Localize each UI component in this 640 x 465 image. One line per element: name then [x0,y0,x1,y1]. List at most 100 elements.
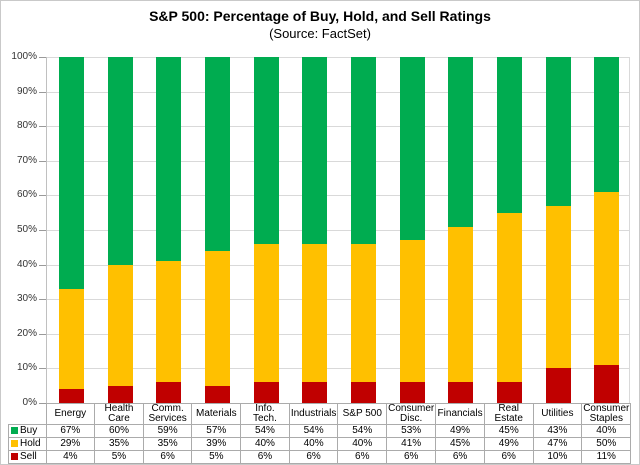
rating-value-cell: 29% [45,437,96,451]
category-header: S&P 500 [337,403,388,425]
bar-segment-buy [156,57,182,262]
y-axis-label: 50% [16,224,37,235]
bar-segment-sell [350,382,376,403]
rating-value-cell: 40% [337,437,388,451]
bar-segment-sell [107,385,133,403]
rating-value-cell: 5% [94,450,144,464]
y-axis-label: 30% [16,293,37,305]
category-header: Industrials [288,403,339,425]
bar-segment-sell [545,368,571,403]
stacked-bar-industrials [302,57,328,403]
rating-value-cell: 49% [483,437,534,451]
category-header: Materials [191,403,242,425]
bar-segment-buy [58,57,84,289]
hold-swatch-icon [11,440,18,447]
y-axis-label: 70% [16,154,37,166]
rating-value-cell: 6% [240,450,290,464]
chart-title: S&P 500: Percentage of Buy, Hold, and Se… [149,8,491,24]
bar-segment-hold [253,243,279,383]
bar-segment-sell [399,382,425,403]
y-axis-tick [39,264,46,266]
bar-segment-hold [350,243,376,383]
rating-value-cell: 45% [435,437,485,451]
y-axis-tick [39,126,46,128]
rating-value-cell: 40% [581,424,632,438]
stacked-bar-info-tech- [253,57,279,403]
y-axis-tick [39,403,46,404]
rating-value-cell: 39% [191,437,242,451]
bar-segment-sell [496,382,522,403]
legend-item-sell: Sell [8,450,47,464]
y-axis-tick [39,91,46,93]
gridline [47,91,629,93]
stacked-bar-s-p-500 [350,57,376,403]
bar-segment-buy [107,57,133,265]
rating-value-cell: 60% [94,424,144,438]
legend-item-buy: Buy [8,424,47,438]
gridline [47,264,629,266]
gridline [47,368,629,370]
bar-segment-hold [302,243,328,383]
y-axis-label: 90% [16,85,37,97]
bar-segment-hold [496,212,522,383]
bar-segment-sell [448,382,474,403]
stacked-bar-health-care [107,57,133,403]
rating-value-cell: 40% [288,437,339,451]
category-header: Energy [45,403,96,425]
rating-value-cell: 53% [386,424,437,438]
y-axis-tick [39,57,46,58]
bar-segment-sell [204,385,230,403]
rating-value-cell: 54% [337,424,388,438]
rating-value-cell: 54% [288,424,339,438]
bar-segment-buy [545,57,571,206]
y-axis-tick [39,333,46,335]
category-header: Real Estate [483,403,534,425]
bar-segment-buy [496,57,522,213]
stacked-bar-consumer-staples [594,57,620,403]
legend-item-hold: Hold [8,437,47,451]
stacked-bar-financials [448,57,474,403]
rating-value-cell: 6% [288,450,339,464]
rating-value-cell: 54% [240,424,290,438]
rating-value-cell: 4% [45,450,96,464]
rating-value-cell: 45% [483,424,534,438]
rating-value-cell: 50% [581,437,632,451]
bar-segment-hold [594,191,620,365]
bar-segment-hold [204,250,230,386]
bar-segment-buy [448,57,474,227]
rating-value-cell: 5% [191,450,242,464]
rating-value-cell: 57% [191,424,242,438]
y-axis-tick [39,368,46,370]
rating-value-cell: 6% [142,450,193,464]
bar-segment-buy [204,57,230,251]
stacked-bar-materials [204,57,230,403]
y-axis-label: 100% [11,51,37,62]
y-axis-tick [39,195,46,197]
rating-value-cell: 11% [581,450,632,464]
category-header: Consumer Disc. [386,403,437,425]
bar-segment-buy [302,57,328,244]
gridline [47,195,629,197]
rating-value-cell: 40% [240,437,290,451]
bar-segment-buy [253,57,279,244]
chart-subtitle: (Source: FactSet) [269,26,371,41]
ratings-data-table: Energy Health Care Comm. Services Materials… [8,403,632,464]
gridline [47,333,629,335]
table-row: Sell 4% 5% 6% 5% 6% 6% 6% 6% 6% 6% 10% 11% [8,450,632,464]
y-axis-label: 80% [16,120,37,132]
table-row: Buy 67% 60% 59% 57% 54% 54% 54% 53% 49% 45% 43% 40% [8,424,632,438]
bar-segment-sell [58,389,84,403]
rating-value-cell: 35% [142,437,193,451]
bar-segment-buy [399,57,425,241]
bar-segment-hold [58,288,84,390]
bar-segment-buy [594,57,620,192]
category-header: Consumer Staples [581,403,632,425]
table-row: Hold 29% 35% 35% 39% 40% 40% 40% 41% 45% 49% 47% 50% [8,437,632,451]
y-axis-label: 0% [22,397,37,408]
bar-segment-hold [399,240,425,383]
stacked-bar-consumer-disc- [399,57,425,403]
rating-value-cell: 6% [386,450,437,464]
bar-segment-sell [302,382,328,403]
bar-segment-hold [156,261,182,383]
gridline [47,299,629,301]
